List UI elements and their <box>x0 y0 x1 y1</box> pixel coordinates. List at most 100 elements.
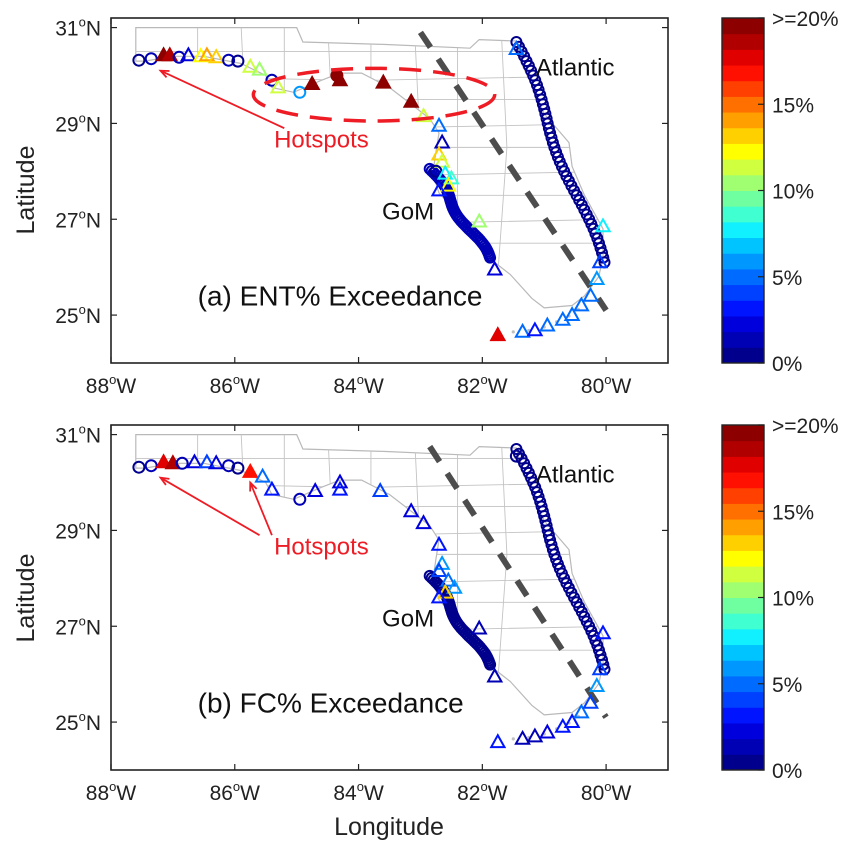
hotspot-arrow <box>160 69 285 130</box>
tick-number: 82 <box>457 375 480 398</box>
station-marker-circle <box>293 85 307 99</box>
station-marker-circle <box>175 456 189 470</box>
y-tick-label: 31oN <box>55 422 101 448</box>
colorbar-segment <box>722 112 764 129</box>
colorbar-segment <box>722 738 764 755</box>
colorbar-segment <box>722 174 764 191</box>
colorbar-segment <box>722 49 764 66</box>
degree-mark: o <box>357 372 364 387</box>
station-marker-triangle <box>486 260 504 276</box>
degree-mark: o <box>233 779 240 794</box>
atlantic-label: Atlantic <box>536 462 615 489</box>
colorbar-segment <box>722 440 764 457</box>
colorbar-top: >=20% 15% 10% 5% 0% <box>721 8 839 376</box>
station-marker-triangle <box>207 454 225 470</box>
colorbar-segment <box>722 96 764 113</box>
hotspots-label: Hotspots <box>274 126 369 153</box>
station-marker-triangle <box>415 514 432 530</box>
y-tick-label: 25oN <box>55 302 101 328</box>
station-marker-triangle <box>439 571 457 587</box>
colorbar-segment <box>722 456 764 473</box>
station-marker-triangle <box>436 164 454 180</box>
colorbar-segment <box>722 707 764 724</box>
colorbar-segment <box>722 722 764 740</box>
colorbar-segment <box>722 159 764 176</box>
x-axis-label: Longitude <box>334 813 444 841</box>
station-marker-triangle <box>331 71 349 87</box>
colorbar-segment <box>722 347 764 364</box>
arrow-head <box>249 480 258 492</box>
tick-hemisphere: W <box>488 782 508 805</box>
tick-hemisphere: N <box>86 305 101 328</box>
y-tick-label: 29oN <box>55 110 101 136</box>
station-marker-triangle <box>563 306 581 321</box>
key-island <box>511 330 515 334</box>
colorbar-segment <box>722 754 764 771</box>
tick-hemisphere: W <box>240 782 260 805</box>
station-marker-triangle <box>588 677 606 692</box>
tick-hemisphere: N <box>86 209 101 232</box>
station-marker-triangle <box>446 578 463 594</box>
tick-number: 80 <box>581 375 604 398</box>
colorbar-segment <box>722 221 764 239</box>
degree-mark: o <box>109 779 116 794</box>
colorbar-segment <box>722 566 764 583</box>
y-tick-label: 25oN <box>55 709 101 735</box>
tick-number: 25 <box>55 305 78 328</box>
colorbar-segment <box>722 253 764 270</box>
station-marker-triangle <box>582 286 600 302</box>
station-marker-triangle <box>415 107 432 123</box>
colorbar-segment <box>722 18 764 35</box>
station-marker-circle <box>132 53 146 67</box>
degree-mark: o <box>233 372 240 387</box>
station-marker-triangle <box>526 321 544 337</box>
degree-mark: o <box>79 613 86 628</box>
station-marker-triangle <box>539 316 556 332</box>
x-tick-label: 86oW <box>210 779 261 805</box>
colorbar-segment <box>722 519 764 536</box>
panel-title: (b) FC% Exceedance <box>198 688 464 719</box>
station-marker-triangle <box>186 453 203 469</box>
panel-title: (a) ENT% Exceedance <box>198 281 483 312</box>
station-marker-triangle <box>430 181 448 197</box>
colorbar-label: >=20% <box>772 415 839 438</box>
colorbar-segment <box>722 660 764 677</box>
degree-mark: o <box>480 779 487 794</box>
gom-label: GoM <box>382 605 434 632</box>
station-marker-triangle <box>436 583 454 599</box>
colorbar-segment <box>722 472 764 489</box>
station-marker-triangle <box>198 46 216 62</box>
colorbar-label: 5% <box>772 674 802 697</box>
station-marker-triangle <box>433 152 451 168</box>
station-marker-triangle <box>591 660 609 676</box>
station-marker-triangle <box>486 667 504 683</box>
station-marker-triangle <box>572 703 590 719</box>
station-marker-triangle <box>241 462 259 478</box>
tick-hemisphere: W <box>116 375 136 398</box>
colorbar-segment <box>722 315 764 333</box>
colorbar-segment <box>722 628 764 646</box>
degree-mark: o <box>79 709 86 724</box>
colorbar-label: 10% <box>772 588 814 611</box>
station-marker-triangle <box>331 480 349 496</box>
station-marker-circle <box>222 459 236 473</box>
colorbar-segment <box>722 487 764 504</box>
station-marker-triangle <box>331 473 349 489</box>
tick-number: 27 <box>55 209 78 232</box>
region-divider-dashed-line <box>417 30 609 312</box>
colorbar-segment <box>722 268 764 286</box>
colorbar-label: 15% <box>772 94 814 117</box>
station-marker-triangle <box>470 619 488 635</box>
tick-number: 88 <box>86 782 109 805</box>
station-marker-triangle <box>303 75 321 90</box>
station-marker-triangle <box>207 48 225 64</box>
colorbar-label: 15% <box>772 501 814 524</box>
tick-hemisphere: W <box>116 782 136 805</box>
tick-hemisphere: W <box>364 782 384 805</box>
degree-mark: o <box>604 372 611 387</box>
tick-hemisphere: N <box>86 712 101 735</box>
station-marker-triangle <box>594 624 612 640</box>
tick-hemisphere: W <box>611 375 631 398</box>
station-marker-circle <box>144 459 158 473</box>
station-marker-circle <box>222 53 236 67</box>
